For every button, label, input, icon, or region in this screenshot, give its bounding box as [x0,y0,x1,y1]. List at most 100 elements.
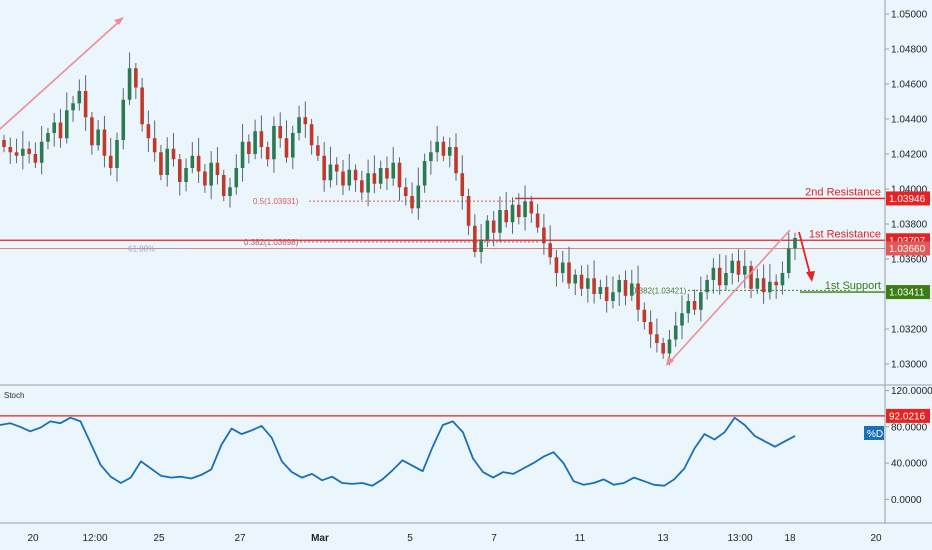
candle-body [96,129,100,146]
candle-body [322,155,326,181]
price-tick-label: 1.04200 [891,150,928,161]
candle-body [617,280,622,293]
candle-body [278,126,283,139]
candle-body [592,278,596,294]
candle-body [171,148,176,160]
time-tick-label: 20 [27,533,39,544]
candle-body [102,129,107,156]
candle-body [378,168,383,184]
candle-body [290,133,295,158]
price-tick-label: 1.04000 [891,185,928,196]
candle-body [134,68,138,88]
price-tick-label: 1.03000 [891,360,928,371]
candle-body [498,210,502,233]
candle-body [623,280,628,296]
candle-body [516,204,521,217]
stoch-d-line [0,416,796,487]
candle-body [265,147,270,160]
stoch-tick-label: 80.0000 [891,422,928,433]
candle-body [724,273,728,286]
candle-body [58,122,63,139]
candle-body [347,169,352,186]
candle-body [742,266,747,275]
candle-body [215,162,220,175]
candle-body [786,248,791,273]
candle-body [567,262,571,284]
price-tick-label: 1.03200 [891,325,928,336]
trend-arrow-left-head [114,17,124,25]
candle-body [699,292,703,310]
candle-body [397,162,402,188]
fib-label: 0.5(1.03931) [253,197,299,206]
candle-body [667,339,672,354]
time-tick-label: 11 [575,533,586,544]
candle-body [83,91,88,118]
candle-body [510,204,515,223]
candle-body [303,117,308,125]
candle-body [579,274,584,289]
trend-arrow-up-channel-head-down [666,356,674,366]
candle-body [504,210,509,223]
stoch-pane: Stoch 120.0000 80.0000 40.0000 0.0000 92.0216… [0,386,932,506]
candle-body [535,213,540,228]
candle-body [454,147,458,174]
candle-body [385,168,389,179]
candle-body [140,87,144,125]
level-lines: 2nd Resistance 1st Resistance 1st Support 0… [0,186,885,295]
level-badge [886,285,930,300]
level-badge-text: 1.03946 [889,194,926,205]
candle-body [692,301,697,310]
candle-body [328,164,333,181]
candle-body [184,168,188,182]
price-tick-label: 1.04600 [891,80,928,91]
candle-body [749,266,753,289]
fib-label: 61.80% [128,245,155,254]
time-tick-label: 27 [234,533,246,544]
candle-body [64,110,69,139]
candle-body [460,173,465,196]
candle-body [642,309,647,322]
stoch-series-badge-text: %D [867,429,883,440]
level-badge-text: 1.03411 [889,288,925,299]
candle-body [485,220,490,240]
level-badge-text: 1.03660 [889,244,926,255]
candle-body [52,122,57,133]
candle-body [711,267,716,280]
candle-body [410,196,414,209]
candle-body [90,117,94,146]
price-axis: 1.05000 1.04800 1.04600 1.04400 1.04200 1.040… [885,10,930,371]
level-badge-text: 1.03707 [889,236,926,247]
price-tick-label: 1.04400 [891,115,928,126]
candle-body [108,155,113,168]
candle-body [441,141,446,156]
candle-body [768,281,772,293]
candle-body [391,162,396,179]
time-axis: 20 12:00 25 27 Mar 5 7 11 13 13:00 18 20 [27,533,882,544]
candle-body [435,141,439,153]
candle-body [655,334,659,343]
candle-body [341,171,345,186]
candle-body [272,126,276,160]
candle-body [573,274,578,284]
candle-body [115,140,119,168]
candle-body [554,257,559,273]
candle-body [146,124,151,139]
candle-body [730,260,735,273]
candle-body [309,124,314,146]
candle-body [466,196,471,226]
candle-body [316,145,320,156]
time-tick-label: 5 [407,533,413,544]
candle-body [523,201,527,217]
candle-body [416,185,421,209]
candle-body [422,161,427,186]
forecast-arrow-head [806,271,815,282]
candle-body [372,173,377,184]
candle-body [366,173,370,193]
candle-body [755,278,760,289]
price-tick-label: 1.04800 [891,45,928,56]
candle-body [240,141,245,168]
candle-body [177,159,182,182]
candle-body [353,169,358,181]
time-tick-label: 18 [784,533,796,544]
